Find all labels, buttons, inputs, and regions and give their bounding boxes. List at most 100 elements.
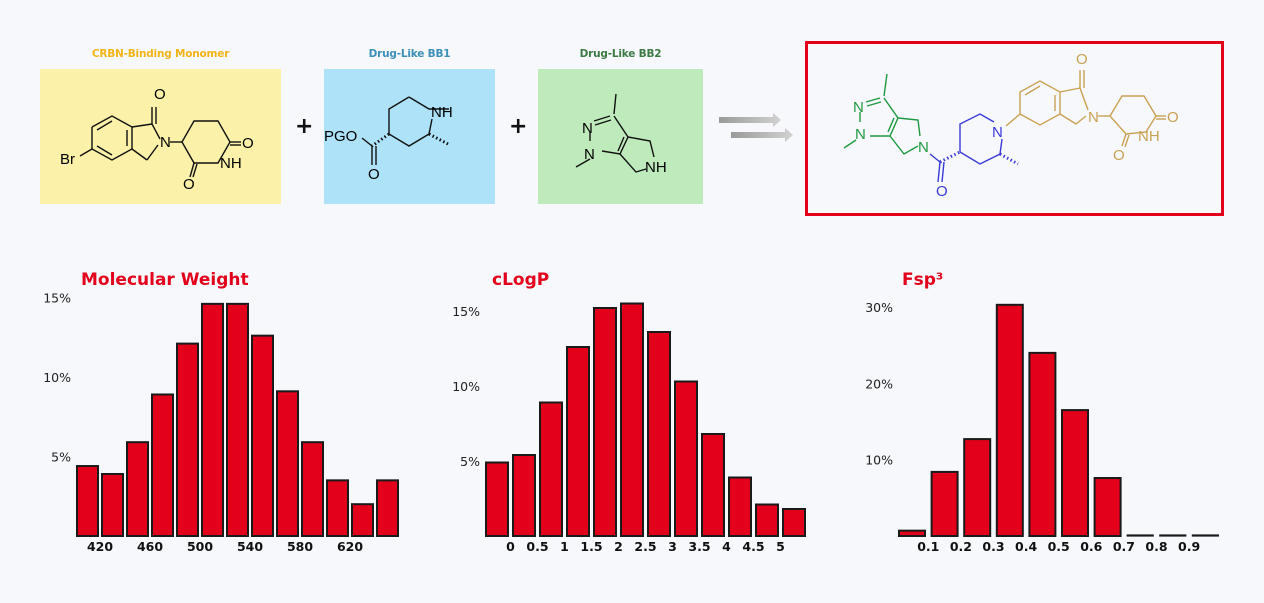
x-tick-label: 3 bbox=[668, 539, 677, 554]
x-tick-label: 0.9 bbox=[1178, 539, 1200, 554]
bb1-box: NH PGO O bbox=[324, 69, 495, 204]
plus-sign-1: + bbox=[295, 114, 314, 139]
histogram-bar bbox=[755, 503, 779, 537]
x-tick-label: 0 bbox=[506, 539, 515, 554]
svg-text:O: O bbox=[1076, 51, 1088, 68]
svg-text:O: O bbox=[1113, 147, 1125, 164]
y-tick-label: 5% bbox=[51, 450, 71, 465]
histogram-bar bbox=[647, 331, 671, 537]
bb2-structure: N N NH bbox=[575, 93, 667, 176]
histogram-bar bbox=[898, 529, 926, 537]
histogram-bar bbox=[176, 342, 199, 537]
svg-text:N: N bbox=[853, 99, 864, 116]
histogram-bar bbox=[930, 470, 959, 537]
x-tick-label: 0.3 bbox=[982, 539, 1004, 554]
y-tick-label: 20% bbox=[865, 376, 893, 391]
x-tick-label: 0.7 bbox=[1113, 539, 1135, 554]
histogram-bar bbox=[301, 441, 324, 537]
svg-text:NH: NH bbox=[431, 104, 453, 121]
svg-text:NH: NH bbox=[220, 155, 242, 172]
x-tick-label: 540 bbox=[237, 539, 263, 554]
x-tick-label: 0.8 bbox=[1145, 539, 1167, 554]
svg-text:N: N bbox=[1088, 109, 1099, 126]
svg-text:N: N bbox=[582, 120, 593, 137]
x-tick-label: 500 bbox=[187, 539, 213, 554]
atom-o: O bbox=[154, 86, 166, 103]
crbn-monomer-structure: O Br N O O NH bbox=[60, 86, 254, 193]
histogram-bar bbox=[126, 441, 149, 537]
svg-text:N: N bbox=[855, 126, 866, 143]
x-tick-label: 3.5 bbox=[688, 539, 710, 554]
histogram-bar bbox=[1126, 534, 1154, 537]
chart-title-molecular-weight: Molecular Weight bbox=[81, 270, 249, 290]
histogram-bar bbox=[728, 476, 752, 537]
y-tick-label: 10% bbox=[43, 370, 71, 385]
svg-text:O: O bbox=[936, 183, 948, 200]
histogram-bar bbox=[201, 302, 224, 537]
histogram-bar bbox=[1061, 409, 1089, 538]
x-tick-label: 1.5 bbox=[580, 539, 602, 554]
histogram-bar bbox=[539, 401, 563, 537]
chart-title-clogp: cLogP bbox=[492, 270, 550, 290]
histogram-bar bbox=[276, 390, 299, 537]
histogram-bar bbox=[376, 479, 399, 538]
x-tick-label: 0.2 bbox=[950, 539, 972, 554]
reaction-arrows-icon bbox=[719, 113, 793, 142]
product-box: N N N N O bbox=[805, 41, 1224, 216]
x-tick-label: 2.5 bbox=[634, 539, 656, 554]
x-tick-label: 4 bbox=[722, 539, 731, 554]
histogram-bar bbox=[620, 302, 644, 537]
product-structure: N N N N O bbox=[843, 51, 1179, 200]
x-tick-label: 0.5 bbox=[526, 539, 548, 554]
histogram-0: 5% 10% 15% 420 460 500 540 580 620 bbox=[43, 291, 399, 554]
histogram-bar bbox=[512, 454, 536, 537]
crbn-monomer-box: O Br N O O NH bbox=[40, 69, 281, 204]
y-tick-label: 10% bbox=[452, 379, 480, 394]
histogram-bar bbox=[101, 472, 124, 537]
x-tick-label: 0.6 bbox=[1080, 539, 1102, 554]
svg-text:O: O bbox=[242, 135, 254, 152]
histogram-bar bbox=[963, 438, 992, 537]
bb2-box: N N NH bbox=[538, 69, 703, 204]
histogram-bar bbox=[995, 303, 1024, 537]
histogram-bar bbox=[151, 393, 174, 537]
x-tick-label: 2 bbox=[614, 539, 623, 554]
histogram-bar bbox=[326, 479, 349, 538]
y-tick-label: 15% bbox=[452, 304, 480, 319]
histogram-bar bbox=[782, 508, 806, 537]
chart-title-fsp3: Fsp³ bbox=[902, 270, 944, 290]
x-tick-label: 0.1 bbox=[917, 539, 939, 554]
svg-text:O: O bbox=[1167, 109, 1179, 126]
histogram-bar bbox=[701, 433, 725, 537]
svg-text:O: O bbox=[183, 176, 195, 193]
svg-text:NH: NH bbox=[1138, 128, 1160, 145]
histogram-bar bbox=[485, 461, 509, 537]
histogram-1: 5% 10% 15% 0 0.5 1 1.5 2 2.5 3 3.5 4 4.5 5 bbox=[452, 302, 806, 554]
svg-text:O: O bbox=[368, 166, 380, 183]
histogram-bar bbox=[1191, 534, 1220, 537]
y-tick-label: 10% bbox=[865, 453, 893, 468]
plus-sign-2: + bbox=[509, 114, 528, 139]
bb1-structure: NH PGO O bbox=[324, 96, 453, 183]
histogram-bar bbox=[593, 307, 617, 537]
histogram-bar bbox=[226, 302, 249, 537]
x-tick-label: 580 bbox=[287, 539, 313, 554]
x-tick-label: 0.5 bbox=[1048, 539, 1070, 554]
svg-text:N: N bbox=[918, 139, 929, 156]
histogram-2: 10% 20% 30% 0.1 0.2 0.3 0.4 0.5 0.6 0.7 0.8 0.9 bbox=[865, 300, 1220, 554]
svg-text:N: N bbox=[584, 146, 595, 163]
crbn-monomer-label: CRBN-Binding Monomer bbox=[91, 48, 230, 60]
histogram-bar bbox=[76, 465, 99, 538]
histogram-bar bbox=[351, 503, 374, 538]
svg-text:NH: NH bbox=[645, 159, 667, 176]
bb1-label: Drug-Like BB1 bbox=[368, 48, 451, 60]
x-tick-label: 4.5 bbox=[742, 539, 764, 554]
x-tick-label: 420 bbox=[87, 539, 113, 554]
x-tick-label: 1 bbox=[560, 539, 569, 554]
svg-text:Br: Br bbox=[60, 151, 75, 168]
y-tick-label: 5% bbox=[460, 454, 480, 469]
histogram-bar bbox=[251, 334, 274, 537]
histogram-bar bbox=[674, 380, 698, 537]
y-tick-label: 15% bbox=[43, 291, 71, 306]
